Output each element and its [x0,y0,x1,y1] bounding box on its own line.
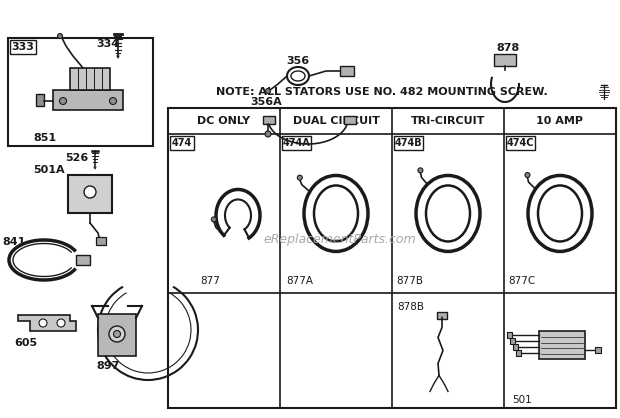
Text: 526: 526 [65,153,88,163]
FancyBboxPatch shape [507,332,512,339]
Text: 877A: 877A [286,276,313,286]
FancyBboxPatch shape [170,136,194,150]
Circle shape [525,173,530,178]
FancyBboxPatch shape [437,313,447,319]
Circle shape [265,89,270,94]
FancyBboxPatch shape [10,40,36,54]
Text: 877B: 877B [396,276,423,286]
Circle shape [113,331,120,337]
Text: 841: 841 [2,237,25,247]
FancyBboxPatch shape [340,66,354,76]
Circle shape [58,33,63,38]
FancyBboxPatch shape [282,136,311,150]
Text: TRI-CIRCUIT: TRI-CIRCUIT [411,116,485,126]
FancyBboxPatch shape [595,347,601,354]
FancyBboxPatch shape [513,344,518,350]
Text: 356: 356 [286,56,309,66]
Text: 333: 333 [12,42,35,52]
Text: eReplacementParts.com: eReplacementParts.com [264,234,416,247]
Text: 10 AMP: 10 AMP [536,116,583,126]
Circle shape [110,97,117,104]
Circle shape [84,186,96,198]
Text: 474C: 474C [507,138,534,148]
Text: 501A: 501A [33,165,64,175]
Circle shape [109,326,125,342]
Circle shape [265,131,271,137]
FancyBboxPatch shape [96,237,106,245]
FancyBboxPatch shape [394,136,423,150]
Polygon shape [18,315,76,331]
FancyBboxPatch shape [539,331,585,359]
FancyBboxPatch shape [263,116,275,124]
Circle shape [57,319,65,327]
FancyBboxPatch shape [516,350,521,357]
FancyBboxPatch shape [68,175,112,213]
FancyBboxPatch shape [70,68,110,90]
Text: 605: 605 [14,338,37,348]
Text: 851: 851 [33,133,56,143]
Text: DUAL CIRCUIT: DUAL CIRCUIT [293,116,379,126]
Text: 897: 897 [96,361,120,371]
Text: 501: 501 [512,395,532,405]
Text: 356A: 356A [250,97,281,107]
FancyBboxPatch shape [76,255,90,265]
Circle shape [39,319,47,327]
Text: 474B: 474B [395,138,422,148]
FancyBboxPatch shape [36,94,44,106]
Text: NOTE: ALL STATORS USE NO. 482 MOUNTING SCREW.: NOTE: ALL STATORS USE NO. 482 MOUNTING S… [216,87,548,97]
Text: DC ONLY: DC ONLY [197,116,250,126]
FancyBboxPatch shape [8,38,153,146]
Circle shape [297,175,303,180]
FancyBboxPatch shape [344,116,356,124]
Circle shape [60,97,66,104]
FancyBboxPatch shape [510,339,515,344]
Text: 334: 334 [96,39,119,49]
Text: 877C: 877C [508,276,535,286]
Text: 878: 878 [496,43,520,53]
FancyBboxPatch shape [494,54,516,66]
FancyBboxPatch shape [98,314,136,356]
Text: 474A: 474A [283,138,311,148]
Text: 474: 474 [172,138,192,148]
FancyBboxPatch shape [506,136,535,150]
Text: 877: 877 [200,276,220,286]
Circle shape [211,217,216,222]
FancyBboxPatch shape [53,90,123,110]
Circle shape [418,168,423,173]
Text: 878B: 878B [397,302,424,312]
FancyBboxPatch shape [168,108,616,408]
